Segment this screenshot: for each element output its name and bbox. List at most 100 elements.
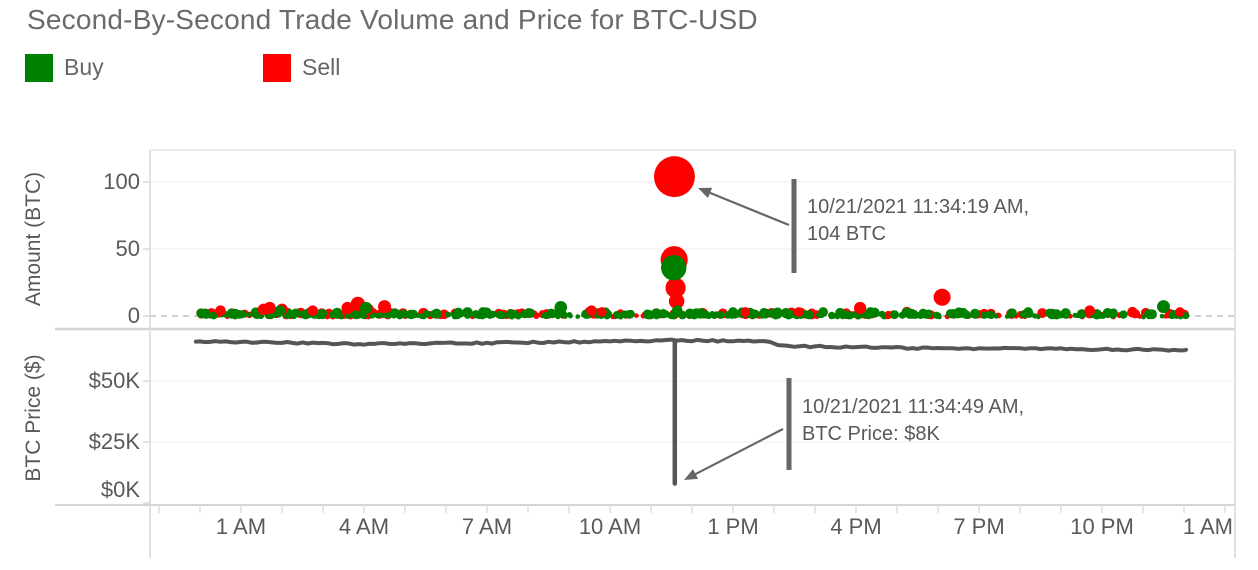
buy-dot [568, 313, 573, 319]
sell-dot [586, 305, 597, 316]
buy-dot [936, 312, 942, 318]
buy-dot [783, 309, 794, 320]
sell-dot [341, 301, 354, 315]
buy-dot [1102, 307, 1113, 319]
legend-label-sell: Sell [302, 54, 341, 80]
annotation-price-line1: 10/21/2021 11:34:49 AM, [802, 396, 1025, 418]
buy-dot [1058, 312, 1065, 319]
buy-dot [818, 307, 829, 317]
buy-dot [862, 311, 869, 319]
buy-dot [404, 313, 409, 319]
buy-dot [708, 311, 716, 318]
annotation-volume-text: 10/21/2021 11:34:19 AM, 104 BTC [807, 194, 1029, 248]
sell-swatch-icon [263, 53, 291, 82]
buy-dot [395, 310, 405, 320]
buy-dot [689, 313, 694, 318]
annotation-bar-volume [791, 179, 797, 273]
buy-dot [462, 307, 473, 318]
y-tick-label: $25K [89, 429, 141, 454]
buy-dot [890, 310, 899, 320]
buy-dot [947, 311, 955, 318]
buy-dot [771, 308, 781, 318]
y-tick-label: $50K [89, 368, 141, 393]
sell-dot [933, 288, 951, 306]
buy-dot [291, 313, 297, 320]
annotation-bar-price [786, 378, 792, 470]
annotation-arrow-volume-head [698, 187, 713, 198]
axis-title-price: BTC Price ($) [22, 354, 45, 481]
buy-dot [245, 312, 251, 318]
buy-dot [752, 313, 758, 319]
x-tick-label: 10 AM [579, 514, 641, 539]
chart-title: Second-By-Second Trade Volume and Price … [27, 4, 758, 35]
buy-dot [520, 309, 530, 319]
buy-dot [661, 255, 687, 281]
buy-dot [444, 311, 451, 318]
buy-dot [411, 312, 417, 318]
annotation-price-line2: BTC Price: $8K [802, 423, 940, 445]
buy-dot [1036, 314, 1041, 320]
buy-dot [1159, 313, 1165, 319]
buy-dot [238, 310, 247, 319]
sell-dot [853, 301, 867, 315]
buy-dot [1023, 307, 1034, 317]
buy-dot [804, 310, 814, 320]
buy-dot [969, 308, 980, 319]
buy-dot [451, 311, 458, 318]
buy-dot [331, 310, 339, 319]
x-tick-label: 4 PM [830, 514, 881, 539]
buy-dot [478, 307, 488, 317]
sell-dot [653, 156, 695, 198]
buy-dot [1009, 312, 1015, 318]
legend-item-sell: Sell [263, 53, 340, 82]
buy-dot [1051, 310, 1060, 320]
x-tick-label: 1 AM [1183, 514, 1233, 539]
x-tick-label: 4 AM [339, 514, 389, 539]
buy-dot [916, 311, 925, 319]
buy-dot [1146, 314, 1152, 320]
buy-dot [716, 310, 725, 319]
x-tick-label: 10 PM [1070, 514, 1134, 539]
buy-dot [1168, 312, 1176, 320]
sell-dot [1084, 305, 1095, 316]
sell-dot [1175, 307, 1185, 317]
buy-dot [267, 314, 273, 319]
buy-dot [359, 301, 373, 315]
buy-dot [658, 309, 668, 319]
buy-dot [496, 311, 505, 320]
annotation-arrow-price [692, 428, 784, 477]
buy-dot [700, 313, 706, 319]
sell-dot [596, 307, 607, 317]
sell-dot [263, 301, 276, 315]
x-tick-label: 1 AM [216, 514, 266, 539]
buy-dot [1157, 300, 1170, 314]
buy-dot [763, 312, 769, 318]
buy-dot [198, 312, 205, 319]
sell-dot [793, 307, 804, 317]
annotation-volume-line2: 104 BTC [807, 223, 886, 245]
annotation-arrow-price-head [684, 469, 699, 480]
sell-dot [1127, 306, 1138, 318]
annotation-volume-line1: 10/21/2021 11:34:19 AM, [807, 196, 1030, 218]
buy-dot [644, 309, 653, 319]
sell-dot [215, 305, 226, 316]
price-line [193, 337, 1189, 353]
buy-dot [845, 311, 854, 320]
sell-dot [378, 300, 391, 314]
sell-dot [668, 293, 685, 309]
buy-dot [377, 312, 384, 319]
x-tick-label: 7 AM [462, 514, 512, 539]
axis-title-amount: Amount (BTC) [22, 172, 45, 306]
y-tick-label: 0 [128, 303, 140, 328]
y-tick-label: $0K [101, 477, 140, 502]
buy-dot [1119, 310, 1128, 319]
annotation-arrow-volume [706, 190, 790, 227]
x-tick-label: 1 PM [707, 514, 758, 539]
buy-dot [619, 312, 626, 318]
sell-dot [634, 313, 639, 318]
buy-dot [671, 305, 683, 316]
buy-dot [1072, 312, 1078, 318]
y-tick-label: 50 [116, 236, 140, 261]
sell-dot [665, 277, 686, 298]
